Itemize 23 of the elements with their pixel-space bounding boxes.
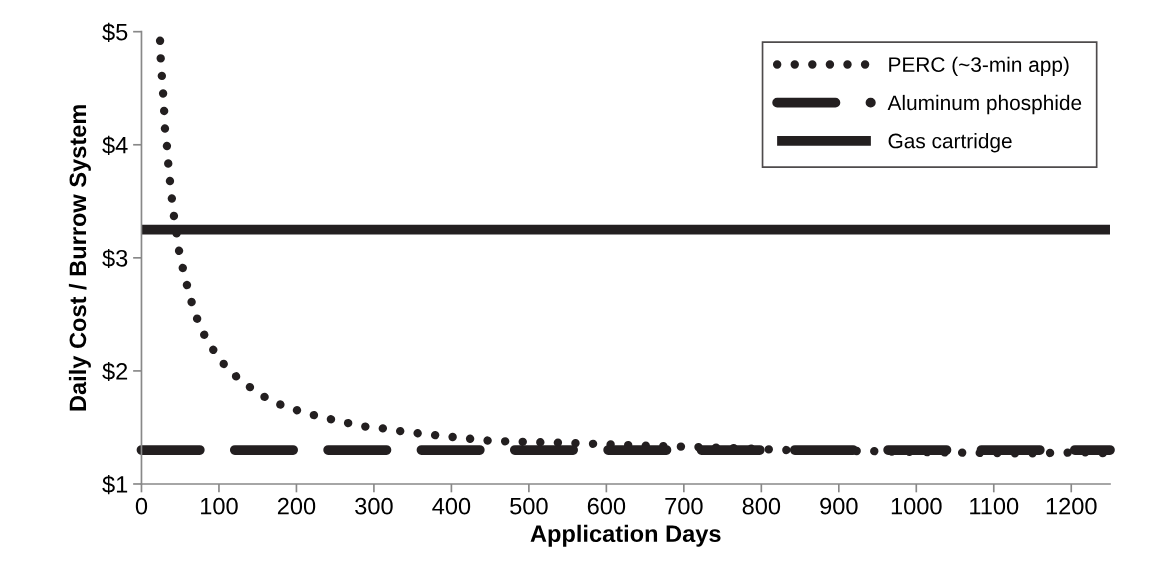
x-tick-label: 0 [135, 497, 148, 515]
x-tick-label: 1100 [970, 497, 1019, 515]
x-tick-label: 600 [587, 497, 626, 515]
x-tick-label: 500 [510, 497, 548, 515]
legend-label: PERC (~3-min app) [889, 56, 1069, 77]
x-tick-label: 1000 [891, 497, 942, 515]
x-tick-label: 300 [355, 497, 393, 515]
x-tick-label: 1200 [1046, 497, 1097, 515]
y-tick-label: $2 [102, 361, 128, 382]
legend-label: Gas cartridge [888, 133, 1012, 153]
x-axis-title: Application Days [530, 524, 721, 547]
y-tick-label: $4 [102, 135, 128, 155]
x-tick-label: 400 [432, 497, 471, 515]
x-tick-label: 700 [665, 497, 703, 515]
y-tick-label: $1 [102, 475, 128, 495]
x-tick-label: 900 [820, 497, 858, 515]
x-tick-label: 200 [277, 497, 316, 515]
legend-label: Aluminum phosphide [887, 94, 1082, 115]
y-tick-label: $5 [102, 22, 128, 42]
x-tick-label: 100 [201, 497, 238, 515]
x-tick-label: 800 [742, 497, 781, 515]
y-tick-label: $3 [102, 248, 128, 269]
y-axis-title: Daily Cost / Burrow System [68, 105, 91, 411]
